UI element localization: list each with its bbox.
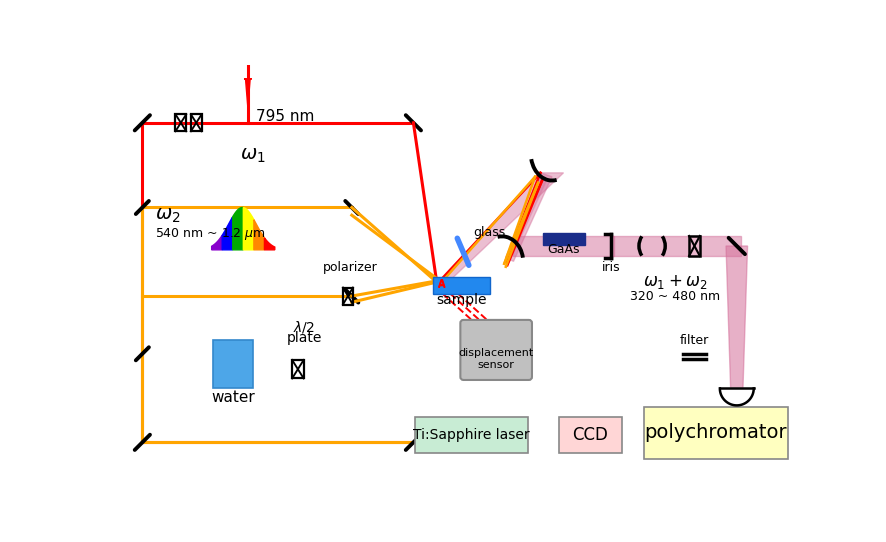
Polygon shape	[244, 79, 252, 107]
Bar	[688, 236, 699, 256]
Text: 795 nm: 795 nm	[255, 109, 314, 124]
Polygon shape	[505, 179, 545, 261]
Text: 320 ~ 480 nm: 320 ~ 480 nm	[629, 289, 719, 302]
Text: glass: glass	[473, 227, 505, 240]
Bar	[291, 360, 303, 378]
Bar	[432, 277, 490, 294]
Text: displacement
sensor: displacement sensor	[458, 349, 532, 370]
Polygon shape	[610, 236, 740, 256]
Polygon shape	[212, 236, 222, 250]
Text: $\omega_2$: $\omega_2$	[155, 207, 181, 225]
Text: A: A	[438, 280, 445, 291]
FancyBboxPatch shape	[415, 417, 527, 453]
Text: $\omega_1+\omega_2$: $\omega_1+\omega_2$	[642, 273, 707, 291]
Polygon shape	[264, 238, 275, 250]
Text: Ti:Sapphire laser: Ti:Sapphire laser	[413, 428, 529, 442]
FancyBboxPatch shape	[460, 320, 532, 380]
Text: CCD: CCD	[571, 426, 608, 444]
Bar	[213, 340, 253, 388]
Bar	[343, 288, 353, 305]
FancyBboxPatch shape	[643, 407, 787, 459]
FancyBboxPatch shape	[558, 417, 621, 453]
Text: GaAs: GaAs	[547, 243, 579, 256]
Text: 540 nm ~ 1.2 $\mu$m: 540 nm ~ 1.2 $\mu$m	[155, 227, 266, 242]
Polygon shape	[719, 389, 753, 405]
Polygon shape	[253, 220, 264, 250]
Text: sample: sample	[436, 293, 486, 307]
Text: $\lambda$/2: $\lambda$/2	[292, 319, 315, 334]
Text: polarizer: polarizer	[323, 261, 377, 274]
Text: iris: iris	[602, 261, 620, 274]
Polygon shape	[243, 208, 253, 250]
Text: $\omega_1$: $\omega_1$	[240, 146, 266, 165]
Bar	[190, 114, 201, 131]
Polygon shape	[222, 217, 232, 250]
Polygon shape	[232, 208, 243, 250]
Text: filter: filter	[679, 334, 708, 347]
Polygon shape	[726, 246, 747, 389]
Bar	[542, 233, 585, 245]
Text: water: water	[211, 390, 255, 405]
Text: polychromator: polychromator	[643, 423, 786, 442]
Polygon shape	[436, 173, 563, 285]
Polygon shape	[505, 173, 551, 261]
Polygon shape	[513, 236, 613, 256]
Text: plate: plate	[286, 331, 322, 345]
Text: A: A	[438, 279, 445, 289]
Bar	[175, 114, 186, 131]
